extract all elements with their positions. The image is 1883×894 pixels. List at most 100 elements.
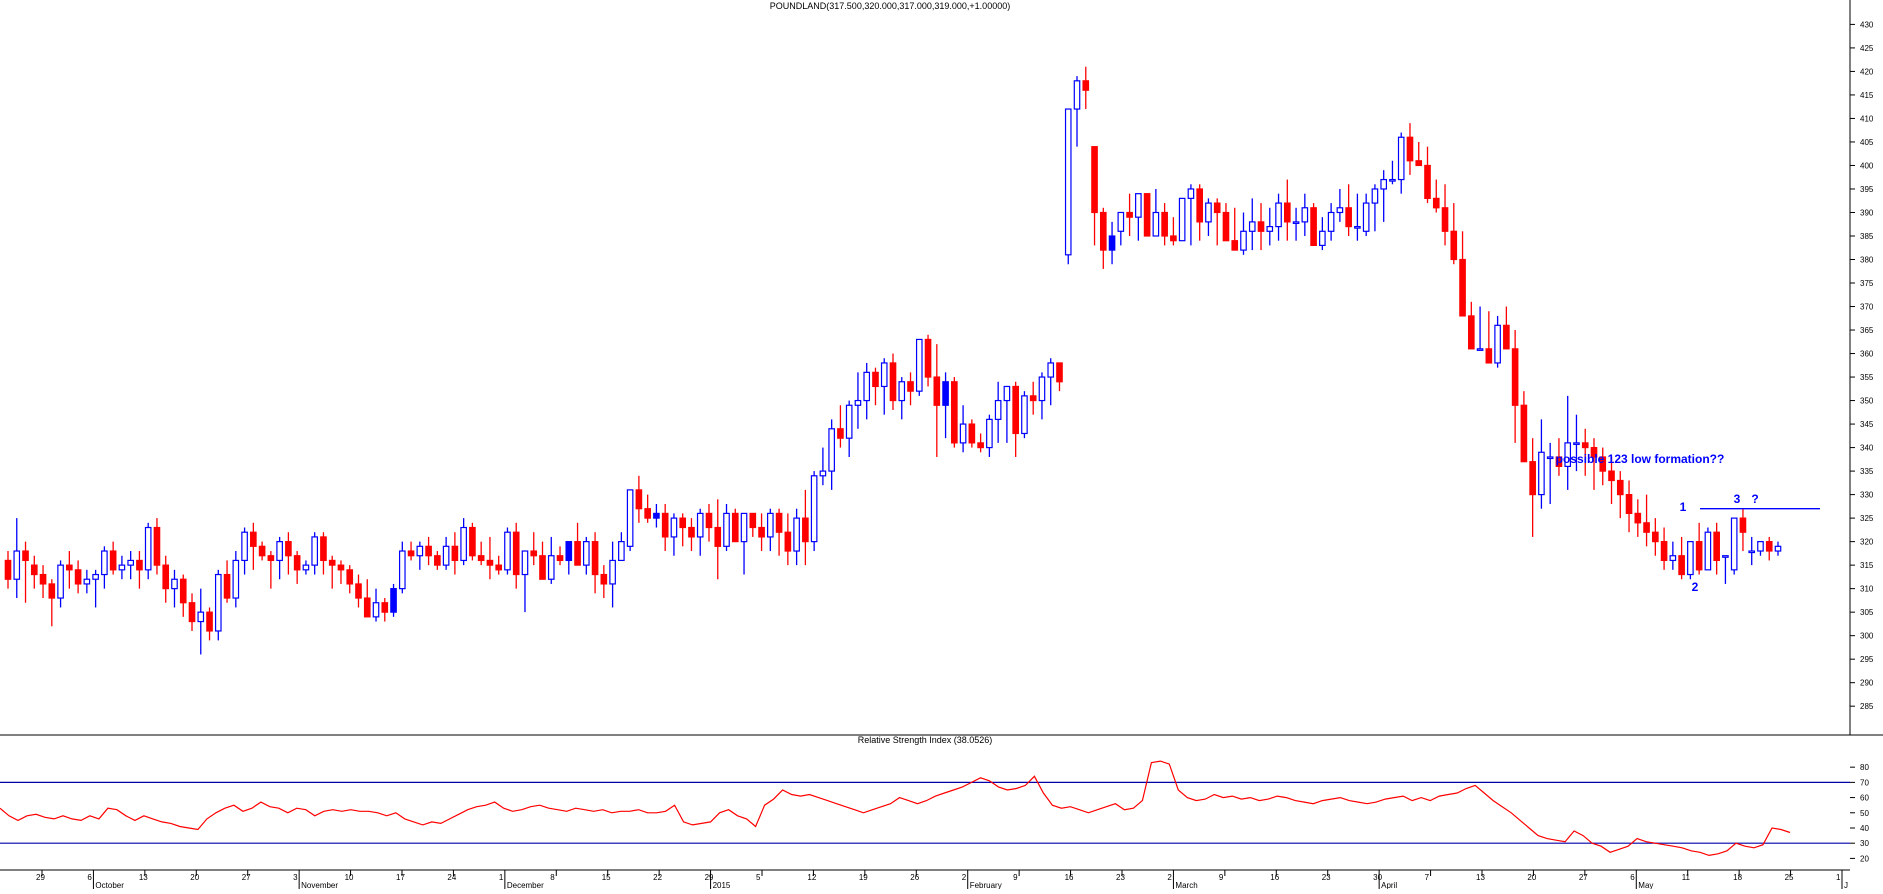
candle-body: [267, 555, 275, 562]
candle-body: [1678, 555, 1685, 576]
candle-body: [1257, 221, 1265, 232]
candle-body: [539, 555, 546, 580]
candle-body: [1608, 470, 1615, 482]
candle-body: [1047, 362, 1055, 378]
candle-body: [188, 602, 196, 623]
candle-body: [521, 550, 529, 576]
candle-body: [1117, 211, 1125, 232]
time-tick-label: 6: [87, 873, 92, 882]
candle-body: [442, 545, 450, 566]
time-tick-label: 2: [962, 873, 967, 882]
candle-body: [1354, 225, 1361, 229]
candle-body: [626, 489, 634, 547]
candle-body: [793, 517, 800, 552]
candle-body: [1476, 348, 1484, 351]
candle-body: [302, 564, 310, 571]
candle-body: [1161, 211, 1168, 237]
candle-body: [1546, 456, 1554, 460]
candle-body: [775, 512, 783, 533]
candle-body: [1415, 160, 1423, 167]
candle-body: [1643, 522, 1650, 533]
candle-body: [328, 559, 336, 566]
candle-body: [495, 564, 503, 571]
annotation-marker-question: ?: [1751, 492, 1758, 506]
price-tick-label: 425: [1860, 44, 1874, 53]
candle-body: [731, 512, 739, 543]
time-tick-label: 23: [1322, 873, 1331, 882]
candle-body: [197, 611, 205, 623]
candle-body: [232, 559, 240, 599]
candle-body: [144, 526, 152, 571]
candle-body: [381, 602, 389, 613]
candle-body: [109, 550, 117, 571]
candle-body: [127, 559, 134, 566]
rsi-tick-label: 40: [1860, 824, 1869, 833]
candle-body: [828, 428, 835, 472]
candle-body: [101, 550, 108, 576]
candle-body: [4, 559, 12, 580]
candle-body: [416, 545, 424, 557]
candle-body: [1301, 207, 1309, 223]
candle-body: [1652, 531, 1659, 543]
price-tick-label: 375: [1860, 279, 1874, 288]
candle-body: [810, 475, 818, 543]
candle-body: [547, 555, 555, 580]
candle-body: [83, 578, 91, 585]
candle-body: [451, 545, 459, 562]
candle-body: [1126, 211, 1133, 218]
candle-body: [845, 404, 853, 439]
candle-body: [758, 526, 765, 538]
candle-body: [1345, 207, 1352, 228]
candle-body: [863, 371, 871, 402]
time-tick-label: 26: [910, 873, 919, 882]
time-tick-label: 22: [653, 873, 662, 882]
candle-body: [1082, 80, 1090, 91]
price-tick-label: 340: [1860, 444, 1874, 453]
month-label: December: [507, 881, 544, 889]
candle-body: [872, 371, 879, 388]
rsi-tick-label: 20: [1860, 854, 1869, 863]
candle-body: [162, 564, 170, 590]
time-tick-label: 27: [1579, 873, 1588, 882]
candle-body: [1205, 202, 1212, 223]
candle-body: [1240, 230, 1247, 251]
time-tick-label: 18: [1733, 873, 1742, 882]
candle-body: [1774, 545, 1782, 552]
candle-body: [1494, 324, 1501, 364]
time-tick-label: 27: [242, 873, 251, 882]
candle-body: [1380, 178, 1388, 190]
time-tick-label: 12: [807, 873, 816, 882]
candle-body: [1529, 461, 1536, 496]
price-tick-label: 355: [1860, 373, 1874, 382]
candle-body: [1503, 324, 1510, 350]
candle-body: [30, 564, 38, 576]
candle-body: [1757, 541, 1764, 552]
candle-body: [355, 583, 362, 599]
time-tick-label: 2: [1167, 873, 1172, 882]
candle-body: [933, 376, 941, 406]
time-axis: 29 6 13 20 27 3 10 17 24 1 8 15 22 29 5 12 19 26 2 9 16 23 2 9 1…: [36, 870, 1848, 890]
candle-body: [434, 555, 441, 566]
candle-body: [469, 526, 476, 557]
price-tick-label: 285: [1860, 702, 1874, 711]
rsi-tick-label: 60: [1860, 794, 1869, 803]
candle-body: [1573, 442, 1580, 445]
candle-body: [600, 573, 608, 585]
candle-body: [907, 381, 914, 392]
candle-body: [1170, 235, 1177, 242]
candle-body: [1222, 211, 1230, 242]
candle-body: [1336, 207, 1344, 214]
candle-body: [1275, 202, 1282, 228]
time-tick-label: 23: [1116, 873, 1125, 882]
candle-body: [1669, 555, 1677, 562]
annotations: possible 123 low formation?? 1 3 ? 2: [1556, 452, 1820, 594]
candle-body: [924, 338, 932, 378]
candle-body: [276, 541, 283, 562]
time-tick-label: 29: [705, 873, 714, 882]
price-tick-label: 315: [1860, 561, 1874, 570]
candle-body: [1073, 80, 1081, 110]
candle-body: [1564, 442, 1572, 467]
candle-body: [1748, 550, 1756, 554]
